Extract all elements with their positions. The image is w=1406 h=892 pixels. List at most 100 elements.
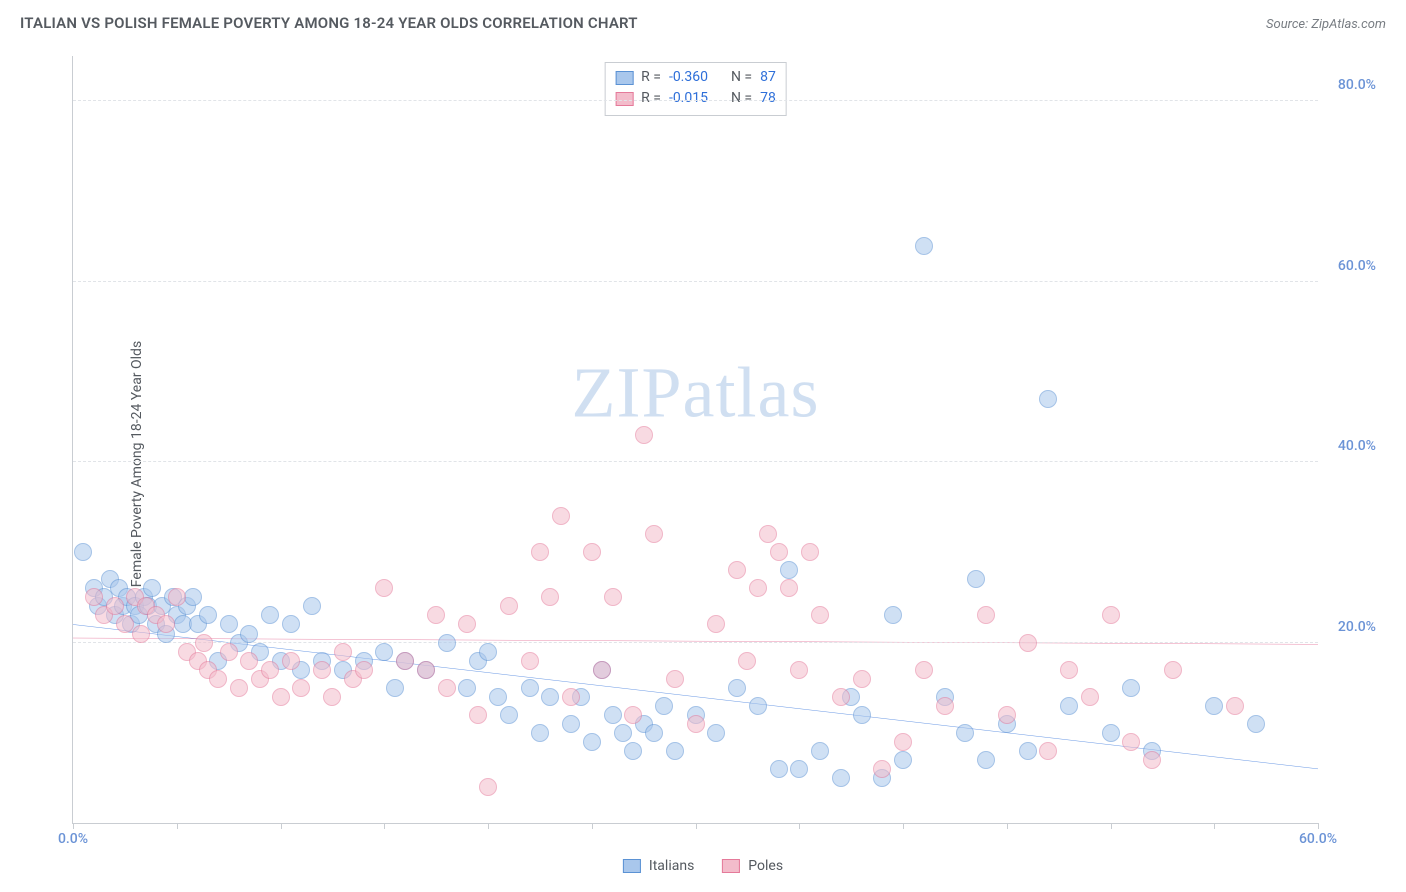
data-point (1122, 733, 1140, 751)
stats-R-value: -0.015 (669, 88, 708, 109)
data-point (220, 615, 238, 633)
data-point (853, 670, 871, 688)
data-point (1019, 634, 1037, 652)
data-point (230, 679, 248, 697)
data-point (936, 697, 954, 715)
swatch-italians (623, 859, 641, 873)
data-point (116, 615, 134, 633)
data-point (604, 588, 622, 606)
series-legend: Italians Poles (623, 858, 783, 874)
data-point (915, 661, 933, 679)
data-point (132, 625, 150, 643)
data-point (168, 588, 186, 606)
x-tick (696, 823, 697, 829)
data-point (728, 561, 746, 579)
x-tick-label: 0.0% (58, 831, 88, 847)
data-point (1226, 697, 1244, 715)
data-point (614, 724, 632, 742)
data-point (489, 688, 507, 706)
x-tick (488, 823, 489, 829)
data-point (562, 715, 580, 733)
stats-R-label: R = (641, 67, 661, 88)
data-point (801, 543, 819, 561)
data-point (458, 615, 476, 633)
chart-container: Female Poverty Among 18-24 Year Olds ZIP… (20, 48, 1386, 880)
data-point (521, 652, 539, 670)
data-point (386, 679, 404, 697)
data-point (770, 543, 788, 561)
stats-N-label: N = (731, 88, 752, 109)
data-point (635, 426, 653, 444)
data-point (303, 597, 321, 615)
data-point (1102, 724, 1120, 742)
data-point (282, 615, 300, 633)
data-point (427, 606, 445, 624)
gridline (73, 100, 1318, 101)
data-point (1060, 661, 1078, 679)
data-point (583, 543, 601, 561)
data-point (438, 679, 456, 697)
data-point (541, 688, 559, 706)
x-tick (1318, 823, 1319, 829)
stats-N-value: 78 (760, 88, 776, 109)
data-point (1102, 606, 1120, 624)
data-point (323, 688, 341, 706)
data-point (1205, 697, 1223, 715)
data-point (666, 742, 684, 760)
data-point (583, 733, 601, 751)
data-point (604, 706, 622, 724)
x-tick (1214, 823, 1215, 829)
data-point (645, 724, 663, 742)
data-point (666, 670, 684, 688)
data-point (749, 697, 767, 715)
data-point (1164, 661, 1182, 679)
x-tick (799, 823, 800, 829)
gridline (73, 281, 1318, 282)
data-point (873, 760, 891, 778)
data-point (707, 615, 725, 633)
data-point (355, 661, 373, 679)
data-point (209, 670, 227, 688)
stats-swatch (615, 71, 633, 85)
data-point (261, 661, 279, 679)
data-point (832, 688, 850, 706)
data-point (915, 237, 933, 255)
y-tick-label: 80.0% (1338, 77, 1376, 93)
data-point (531, 724, 549, 742)
x-tick-label: 60.0% (1299, 831, 1337, 847)
data-point (521, 679, 539, 697)
data-point (458, 679, 476, 697)
data-point (977, 751, 995, 769)
data-point (479, 643, 497, 661)
data-point (282, 652, 300, 670)
stats-box: R =-0.360 N =87R = -0.015 N = 78 (604, 62, 787, 116)
swatch-poles (722, 859, 740, 873)
stats-row: R =-0.360 N =87 (615, 67, 776, 88)
data-point (759, 525, 777, 543)
data-point (832, 769, 850, 787)
stats-N-value: 87 (760, 67, 776, 88)
data-point (562, 688, 580, 706)
data-point (894, 733, 912, 751)
y-tick-label: 60.0% (1338, 258, 1376, 274)
data-point (707, 724, 725, 742)
data-point (749, 579, 767, 597)
x-tick (903, 823, 904, 829)
data-point (469, 706, 487, 724)
data-point (645, 525, 663, 543)
data-point (790, 760, 808, 778)
data-point (438, 634, 456, 652)
x-tick (592, 823, 593, 829)
gridline (73, 461, 1318, 462)
data-point (500, 706, 518, 724)
data-point (967, 570, 985, 588)
data-point (1247, 715, 1265, 733)
data-point (884, 606, 902, 624)
data-point (956, 724, 974, 742)
data-point (1039, 742, 1057, 760)
x-tick (384, 823, 385, 829)
data-point (811, 606, 829, 624)
data-point (74, 543, 92, 561)
data-point (1039, 390, 1057, 408)
data-point (790, 661, 808, 679)
